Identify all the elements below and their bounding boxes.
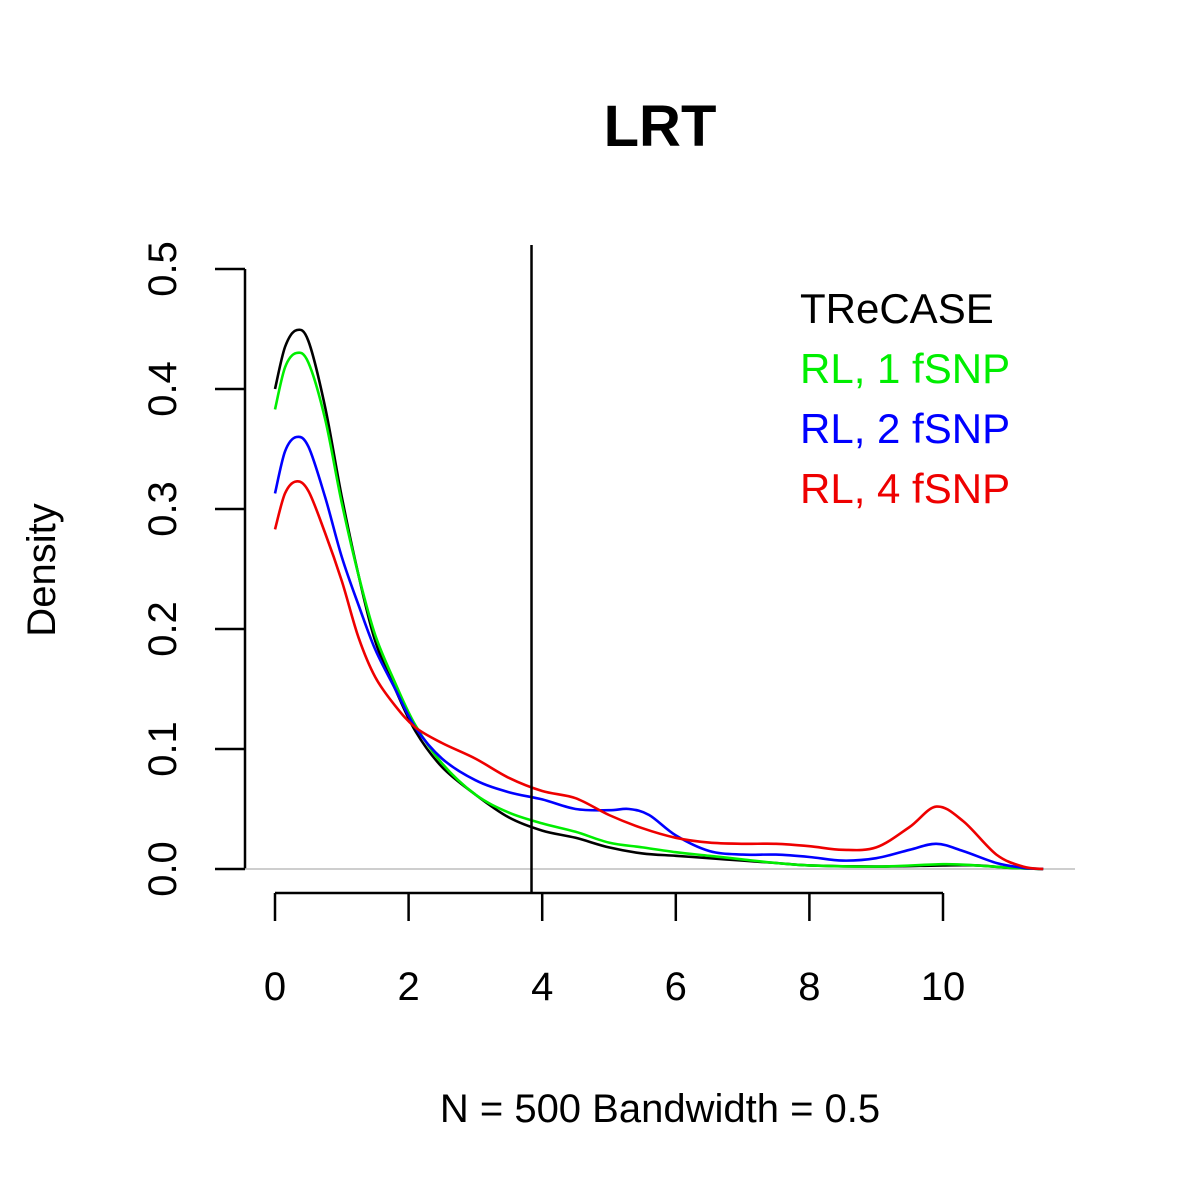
- x-tick-label: 6: [665, 965, 687, 1009]
- legend-entry-1: TReCASE: [800, 285, 994, 332]
- y-axis-title: Density: [20, 503, 64, 636]
- y-tick-label: 0.1: [141, 721, 185, 777]
- x-tick-label: 0: [264, 965, 286, 1009]
- y-tick-label: 0.2: [141, 601, 185, 657]
- series-line-4: [273, 480, 1044, 871]
- y-tick-label: 0.0: [141, 841, 185, 897]
- y-tick-label: 0.3: [141, 481, 185, 537]
- legend-entry-2: RL, 1 fSNP: [800, 345, 1010, 392]
- density-curves: [273, 328, 1044, 871]
- legend: TReCASE RL, 1 fSNP RL, 2 fSNP RL, 4 fSNP: [800, 285, 1010, 512]
- y-tick-label: 0.5: [141, 241, 185, 297]
- series-line-3: [273, 435, 1044, 871]
- legend-entry-3: RL, 2 fSNP: [800, 405, 1010, 452]
- x-tick-label: 2: [397, 965, 419, 1009]
- x-tick-label: 8: [798, 965, 820, 1009]
- x-tick-label: 10: [921, 965, 966, 1009]
- legend-entry-4: RL, 4 fSNP: [800, 465, 1010, 512]
- x-tick-label: 4: [531, 965, 553, 1009]
- x-axis: 0 2 4 6 8 10: [264, 891, 966, 1009]
- series-line-2: [273, 351, 1044, 871]
- y-axis: 0.0 0.1 0.2 0.3 0.4 0.5: [141, 241, 247, 897]
- y-tick-label: 0.4: [141, 361, 185, 417]
- chart-title: LRT: [604, 94, 717, 159]
- x-axis-title: N = 500 Bandwidth = 0.5: [440, 1087, 880, 1131]
